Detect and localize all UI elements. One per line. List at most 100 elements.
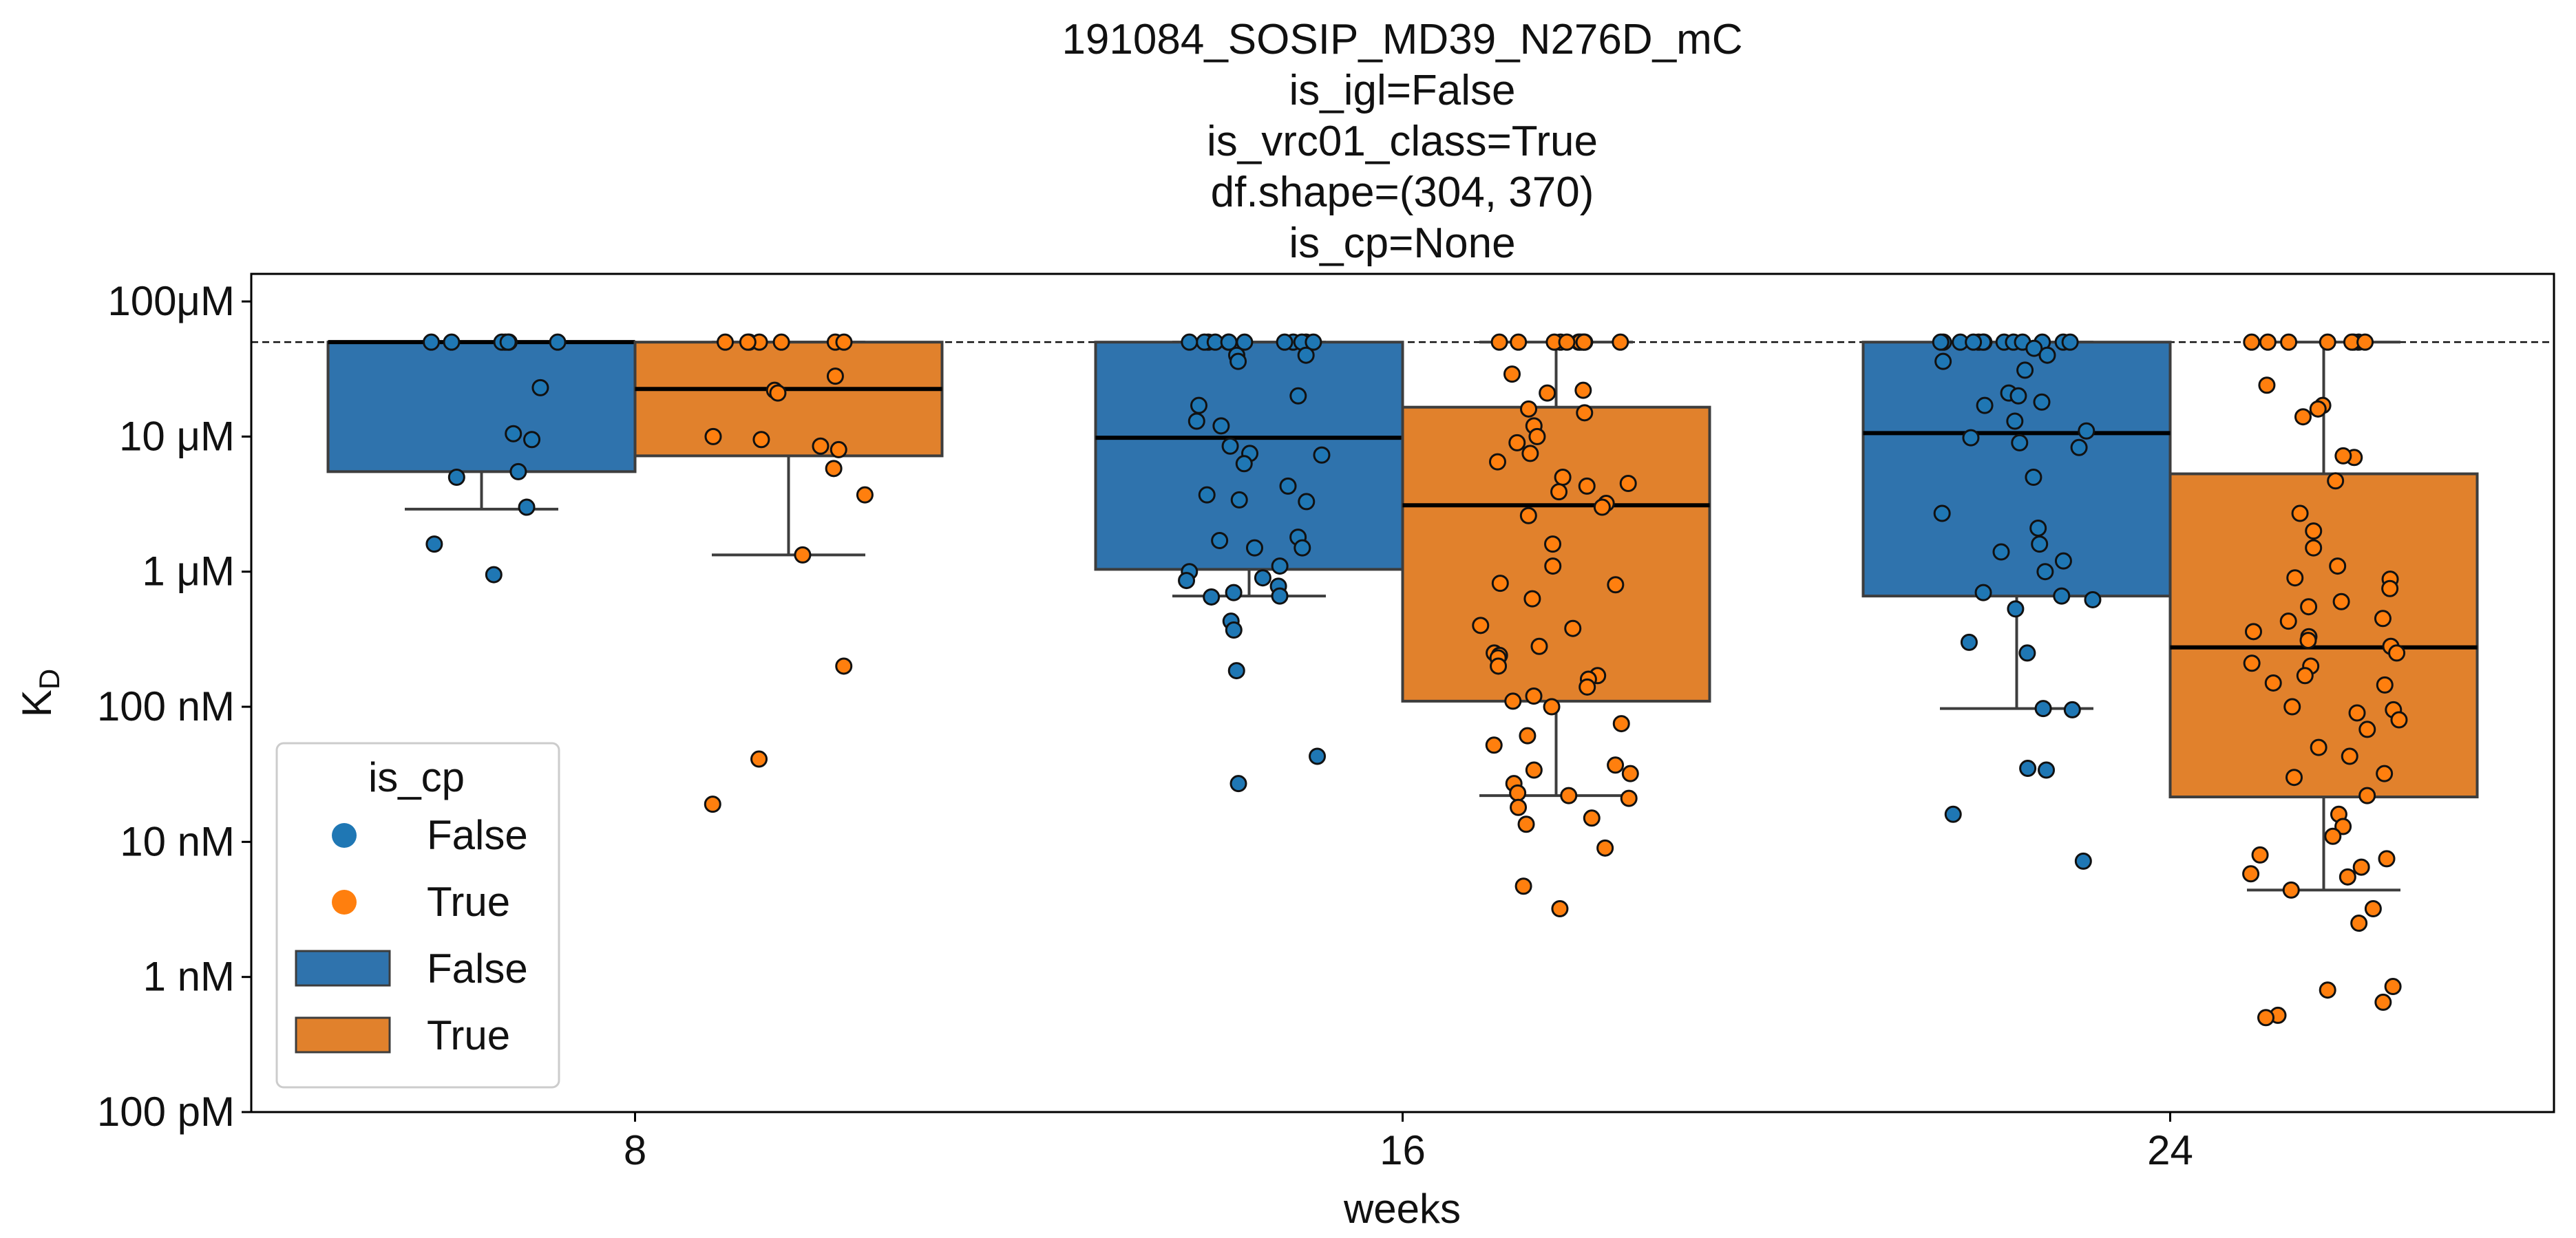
point-true-week-24 (2390, 711, 2408, 729)
point-false-week-8 (499, 333, 517, 351)
point-true-week-16 (1491, 575, 1509, 593)
point-false-week-24 (2084, 590, 2102, 608)
point-false-week-24 (2061, 333, 2079, 351)
point-true-week-16 (1564, 619, 1582, 637)
point-true-week-24 (2381, 579, 2399, 597)
point-false-week-16 (1225, 621, 1243, 639)
point-false-week-8 (523, 431, 541, 449)
point-false-week-8 (549, 333, 567, 351)
point-true-week-16 (1607, 576, 1625, 594)
point-false-week-16 (1313, 446, 1331, 464)
point-true-week-24 (2286, 569, 2304, 587)
legend-label: True (427, 1012, 510, 1058)
point-true-week-24 (2324, 827, 2342, 845)
legend-label: True (427, 879, 510, 925)
point-true-week-24 (2384, 978, 2402, 996)
point-true-week-16 (1578, 477, 1596, 495)
y-axis: 100 pM 1 nM 10 nM 100 nM 1 μM 10 μM 100μM (97, 278, 251, 1135)
point-true-week-16 (1550, 483, 1568, 501)
point-false-week-8 (485, 566, 503, 584)
point-true-week-24 (2374, 610, 2392, 628)
point-true-week-16 (1607, 756, 1625, 774)
point-true-week-24 (2364, 900, 2382, 918)
point-false-week-8 (447, 468, 465, 486)
point-false-week-24 (2019, 760, 2037, 778)
point-false-week-24 (2011, 434, 2029, 451)
point-false-week-16 (1276, 333, 1294, 351)
point-false-week-24 (1933, 504, 1951, 522)
point-false-week-16 (1181, 333, 1199, 351)
point-true-week-16 (1514, 877, 1532, 895)
point-false-week-16 (1203, 588, 1221, 606)
point-true-week-24 (2305, 539, 2323, 557)
legend-title: is_cp (368, 754, 465, 800)
point-false-week-8 (425, 535, 443, 553)
point-false-week-16 (1309, 747, 1327, 765)
y-axis-label: KD (14, 669, 65, 717)
point-false-week-16 (1227, 662, 1245, 680)
point-true-week-16 (1554, 468, 1572, 486)
box-false-week-24 (1861, 341, 2172, 598)
point-true-week-16 (1523, 590, 1541, 608)
point-true-week-24 (2291, 504, 2309, 522)
point-false-week-24 (2063, 701, 2081, 718)
point-true-week-16 (1519, 506, 1537, 524)
point-false-week-16 (1178, 572, 1196, 590)
point-false-week-16 (1289, 387, 1307, 405)
point-true-week-16 (1490, 657, 1508, 675)
point-false-week-24 (1962, 429, 1980, 447)
point-true-week-16 (1612, 715, 1630, 733)
point-true-week-24 (2334, 447, 2352, 465)
chart-title-line: df.shape=(304, 370) (1211, 169, 1594, 216)
legend-marker-box-false (295, 950, 391, 987)
point-false-week-24 (1965, 333, 1983, 351)
point-true-week-24 (2259, 333, 2277, 351)
point-true-week-16 (1612, 333, 1629, 351)
point-true-week-16 (1543, 698, 1561, 716)
point-true-week-24 (2283, 698, 2301, 716)
box-true-week-8 (633, 341, 944, 458)
point-true-week-16 (1517, 815, 1535, 833)
point-true-week-16 (1504, 692, 1522, 710)
point-false-week-16 (1271, 587, 1289, 605)
point-true-week-24 (2280, 333, 2298, 351)
point-true-week-8 (835, 657, 853, 675)
point-false-week-24 (2038, 761, 2056, 779)
chart-title: 191084_SOSIP_MD39_N276D_mCis_igl=Falseis… (1062, 16, 1742, 267)
box-group (326, 340, 2479, 892)
point-true-week-16 (1621, 765, 1639, 782)
point-true-week-8 (750, 750, 768, 768)
y-tick-label: 100 pM (97, 1089, 235, 1135)
point-false-week-16 (1235, 455, 1253, 473)
y-tick-label: 1 μM (142, 548, 235, 595)
point-false-week-24 (2009, 387, 2027, 405)
chart-title-line: is_cp=None (1289, 220, 1515, 267)
point-false-week-24 (2038, 346, 2056, 364)
point-false-week-16 (1297, 346, 1315, 364)
point-true-week-16 (1490, 333, 1508, 351)
point-true-week-8 (812, 437, 830, 455)
point-true-week-24 (2356, 333, 2374, 351)
point-true-week-16 (1521, 445, 1539, 462)
point-true-week-16 (1509, 784, 1527, 802)
x-tick-label: 16 (1380, 1127, 1426, 1173)
point-true-week-24 (2279, 612, 2297, 630)
point-false-week-16 (1212, 417, 1230, 435)
point-false-week-24 (2031, 535, 2049, 553)
point-true-week-24 (2352, 858, 2370, 876)
point-true-week-24 (2339, 868, 2356, 886)
point-false-week-16 (1220, 333, 1238, 351)
point-false-week-24 (2025, 339, 2043, 357)
point-false-week-16 (1190, 396, 1208, 414)
point-true-week-16 (1520, 400, 1538, 418)
point-false-week-16 (1230, 491, 1248, 509)
point-false-week-24 (1932, 333, 1950, 351)
y-tick-label: 100μM (107, 278, 235, 324)
point-false-week-24 (2029, 519, 2047, 537)
point-false-week-8 (423, 333, 441, 351)
point-true-week-8 (826, 367, 844, 385)
chart-title-line: 191084_SOSIP_MD39_N276D_mC (1062, 16, 1742, 63)
point-true-week-24 (2310, 738, 2327, 756)
